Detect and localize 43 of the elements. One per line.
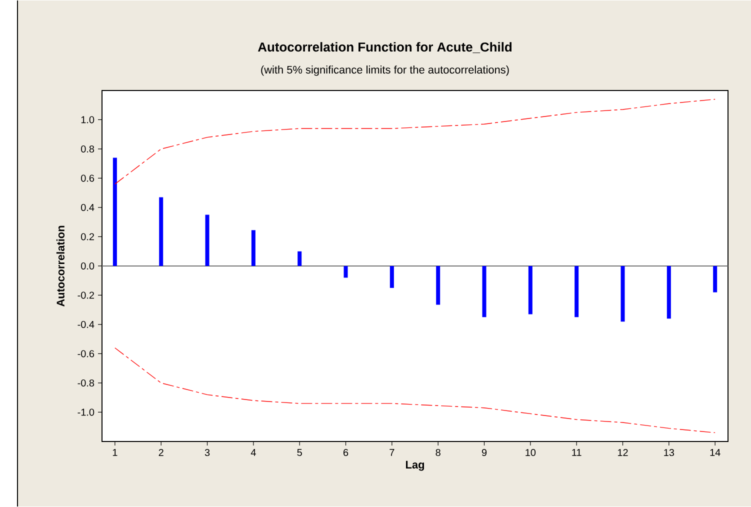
bar — [205, 214, 210, 266]
x-tick-label: 6 — [343, 449, 348, 456]
y-tick-label: 0.4 — [81, 204, 94, 212]
bar — [112, 158, 117, 266]
chart-title: Autocorrelation Function for Acute_Child — [258, 42, 512, 54]
bar — [390, 266, 394, 288]
y-tick-label: -1.0 — [78, 408, 94, 416]
y-tick-label: -0.8 — [78, 379, 94, 387]
y-tick-label: -0.4 — [78, 320, 94, 328]
x-tick-label: 9 — [482, 449, 487, 456]
x-tick-label: 3 — [204, 449, 210, 456]
y-tick-label: -0.6 — [78, 350, 94, 358]
bar — [298, 251, 302, 266]
bar — [666, 266, 671, 319]
x-tick-label: 7 — [390, 449, 394, 456]
bar — [344, 266, 348, 278]
bar — [620, 266, 625, 322]
bar — [713, 266, 718, 292]
chart-subtitle: (with 5% significance limits for the autocorrelations) — [261, 66, 509, 76]
y-tick-label: 0.8 — [81, 145, 94, 153]
y-axis-title: Autocorrelation — [56, 226, 64, 307]
x-tick-label: 5 — [297, 449, 302, 456]
x-tick-label: 10 — [526, 449, 536, 456]
bar — [482, 266, 486, 318]
x-tick-label: 12 — [618, 449, 628, 456]
y-tick-label: 0.2 — [81, 233, 94, 240]
y-tick-label: 0.6 — [81, 174, 94, 182]
bar — [574, 266, 579, 318]
bar — [436, 266, 440, 305]
x-tick-label: 4 — [250, 449, 256, 456]
y-tick-label: 1.0 — [81, 116, 94, 124]
bar — [251, 230, 256, 266]
y-tick-label: -0.2 — [78, 292, 94, 299]
bar — [528, 266, 532, 314]
x-tick-label: 11 — [572, 449, 582, 456]
x-tick-label: 1 — [112, 449, 118, 456]
y-tick-label: 0.0 — [81, 262, 94, 270]
x-tick-label: 2 — [158, 449, 164, 456]
x-tick-label: 8 — [436, 449, 440, 456]
x-axis-title: Lag — [406, 460, 424, 471]
x-tick-label: 13 — [664, 449, 674, 456]
x-tick-label: 14 — [710, 449, 720, 456]
bar — [159, 197, 164, 266]
